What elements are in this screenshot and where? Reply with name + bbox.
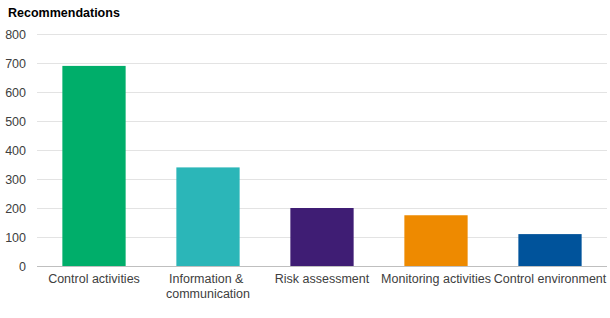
y-tick-label: 300 [5,173,26,187]
bar [62,66,125,266]
x-tick-label: Control environment [494,272,607,286]
x-tick-label: Risk assessment [275,272,370,286]
y-tick-label: 700 [5,57,26,71]
bar [176,167,239,266]
grid [37,34,607,266]
bar [290,208,353,266]
bar [518,234,581,266]
chart: Recommendations 0 100 200 300 400 500 600 700 800… [0,0,610,318]
x-tick-label: Monitoring activities [381,272,491,286]
y-tick-label: 200 [5,202,26,216]
bar [404,215,467,266]
y-tick-label: 800 [5,28,26,42]
x-tick-label-line: Information & [169,272,247,286]
y-tick-label: 100 [5,231,26,245]
grid-line [37,63,607,64]
x-tick-label: Information & communication [166,272,250,301]
x-tick-label-line: communication [166,287,250,301]
y-tick-label: 500 [5,115,26,129]
bars [62,66,581,266]
grid-line [37,34,607,35]
y-tick-label: 600 [5,86,26,100]
y-axis-title: Recommendations [8,6,120,20]
x-tick-label: Control activities [48,272,140,286]
y-tick-label: 0 [19,260,26,274]
y-tick-label: 400 [5,144,26,158]
